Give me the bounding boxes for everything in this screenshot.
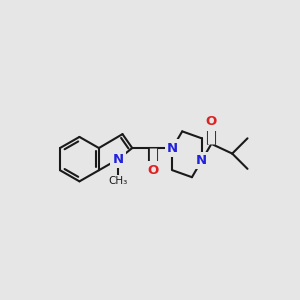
Text: CH₃: CH₃ — [109, 176, 128, 186]
Text: O: O — [147, 164, 159, 177]
Text: N: N — [167, 142, 178, 154]
Text: O: O — [206, 115, 217, 128]
Text: N: N — [113, 153, 124, 166]
Text: N: N — [196, 154, 207, 167]
